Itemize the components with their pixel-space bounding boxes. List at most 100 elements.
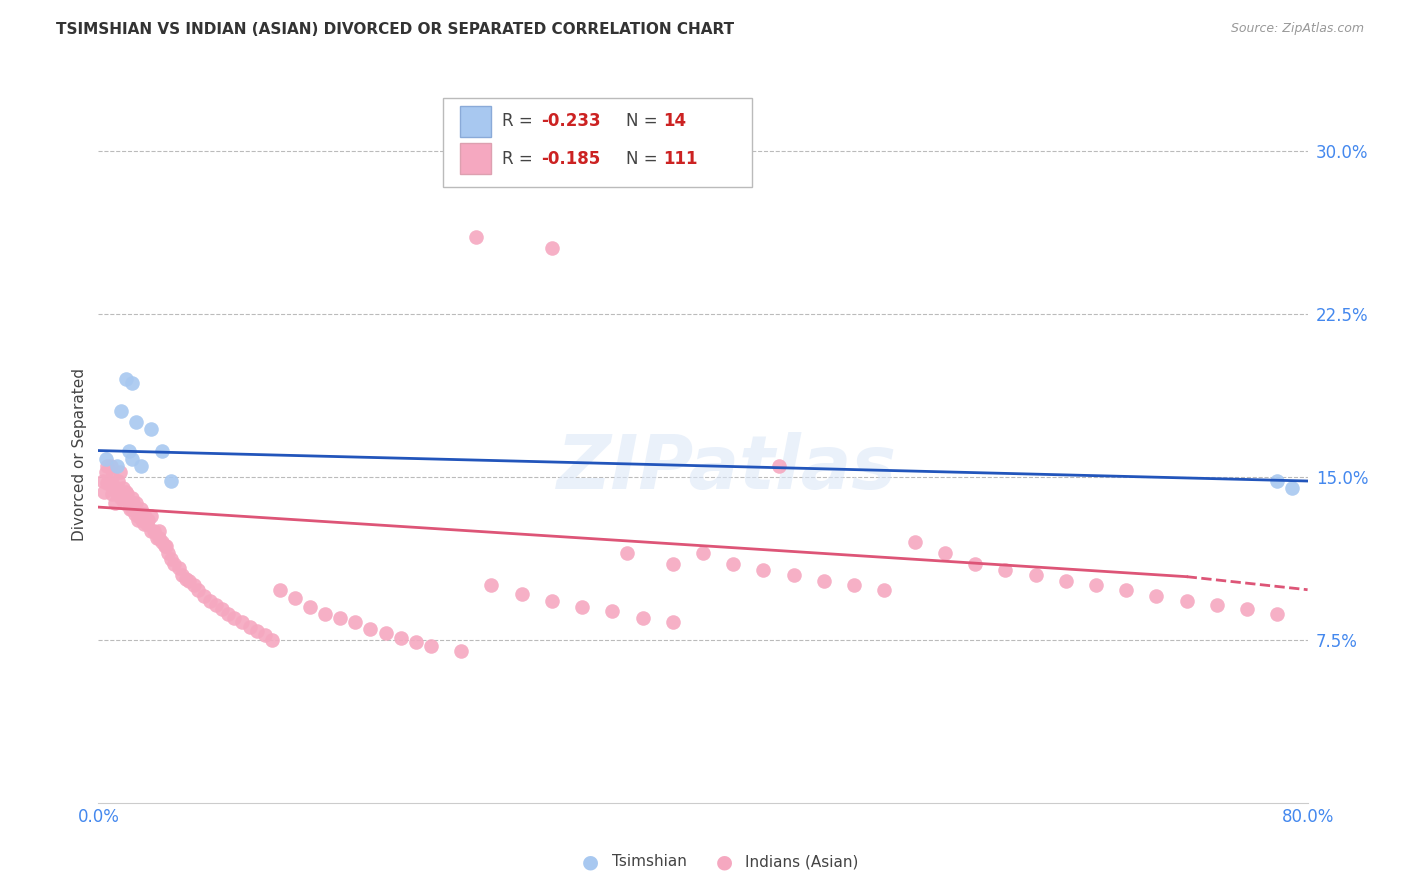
Point <box>783 567 806 582</box>
Text: 111: 111 <box>664 150 699 168</box>
Point <box>91 474 114 488</box>
Point <box>284 591 307 606</box>
Text: -0.185: -0.185 <box>541 150 600 168</box>
Point <box>129 502 152 516</box>
Point <box>873 582 896 597</box>
Point <box>187 582 209 597</box>
Point <box>94 466 117 480</box>
Y-axis label: Divorced or Separated: Divorced or Separated <box>72 368 87 541</box>
Point <box>129 458 152 473</box>
Point <box>155 539 177 553</box>
Point <box>179 574 201 588</box>
Point <box>143 524 166 538</box>
Point <box>1144 589 1167 603</box>
Point <box>94 452 117 467</box>
Point <box>465 230 488 244</box>
Text: Source: ZipAtlas.com: Source: ZipAtlas.com <box>1230 22 1364 36</box>
Point <box>160 474 183 488</box>
Point <box>127 513 149 527</box>
Point <box>163 557 186 571</box>
Point <box>1054 574 1077 588</box>
Text: ●: ● <box>716 852 733 871</box>
Point <box>114 372 136 386</box>
Point <box>114 484 136 499</box>
Point <box>98 474 121 488</box>
Point <box>1267 607 1289 621</box>
Point <box>121 491 143 506</box>
Point <box>111 481 134 495</box>
Point <box>135 517 157 532</box>
Point <box>110 404 132 418</box>
Point <box>148 524 170 538</box>
Point <box>994 563 1017 577</box>
Point <box>1115 582 1137 597</box>
Point <box>253 628 276 642</box>
Point <box>616 546 638 560</box>
Point <box>602 605 624 619</box>
Point <box>965 557 987 571</box>
Point <box>108 466 131 480</box>
Point <box>115 487 138 501</box>
Point <box>105 458 128 473</box>
Point <box>1206 598 1229 612</box>
Point <box>118 496 141 510</box>
Point <box>211 602 233 616</box>
Point <box>132 507 155 521</box>
Point <box>150 535 173 549</box>
Point <box>183 578 205 592</box>
Point <box>141 422 163 436</box>
Point <box>156 546 179 560</box>
Point <box>125 496 148 510</box>
Text: R =: R = <box>502 112 538 130</box>
Point <box>104 496 127 510</box>
Point <box>105 481 128 495</box>
Point <box>389 631 412 645</box>
Point <box>205 598 228 612</box>
Point <box>141 508 163 523</box>
Point <box>93 484 115 499</box>
Point <box>329 611 352 625</box>
Point <box>124 507 146 521</box>
Point <box>170 567 193 582</box>
Point <box>239 620 262 634</box>
Point <box>174 572 197 586</box>
Point <box>136 513 159 527</box>
Point <box>269 582 291 597</box>
Point <box>723 557 745 571</box>
Point <box>844 578 866 592</box>
Text: Tsimshian: Tsimshian <box>612 855 686 869</box>
Point <box>768 458 790 473</box>
Point <box>101 487 124 501</box>
Point <box>200 593 222 607</box>
Point <box>121 452 143 467</box>
Point <box>153 539 176 553</box>
Point <box>481 578 503 592</box>
Point <box>299 600 322 615</box>
Text: ZIPatlas: ZIPatlas <box>557 433 897 506</box>
Point <box>1281 481 1303 495</box>
Point <box>360 622 382 636</box>
Text: -0.233: -0.233 <box>541 112 600 130</box>
Point <box>118 443 141 458</box>
Point <box>344 615 367 630</box>
Point <box>110 491 132 506</box>
Point <box>121 376 143 391</box>
Point <box>132 517 155 532</box>
Point <box>314 607 336 621</box>
Point <box>114 491 136 506</box>
Point <box>374 626 396 640</box>
Point <box>127 508 149 523</box>
Point <box>224 611 246 625</box>
Point <box>813 574 835 588</box>
Point <box>752 563 775 577</box>
Text: R =: R = <box>502 150 538 168</box>
Point <box>631 611 654 625</box>
Point <box>231 615 253 630</box>
Point <box>112 496 135 510</box>
Point <box>193 589 215 603</box>
Point <box>1175 593 1198 607</box>
Point <box>246 624 269 638</box>
Point <box>540 241 562 255</box>
Point <box>450 643 472 657</box>
Point <box>934 546 956 560</box>
